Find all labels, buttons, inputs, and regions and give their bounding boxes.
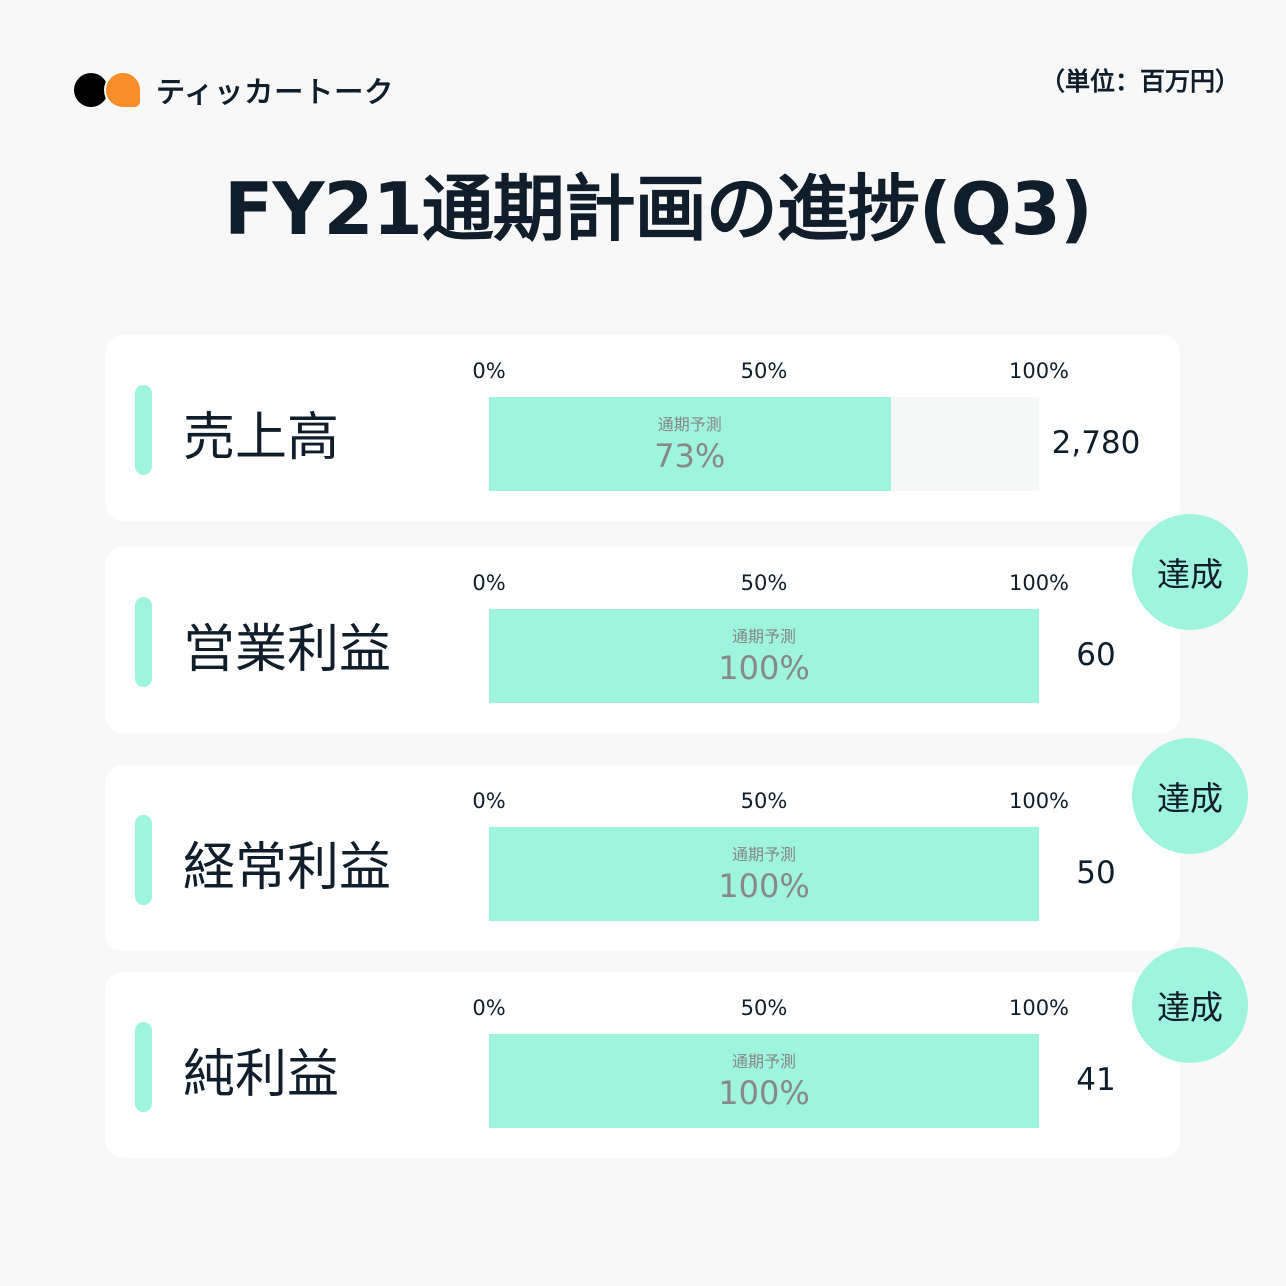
achieved-badge: 達成: [1132, 514, 1248, 630]
progress-track: 通期予測 100%: [489, 609, 1039, 703]
tick-label: 0%: [472, 571, 506, 595]
page-title: FY21通期計画の進捗(Q3): [224, 167, 1093, 251]
logo-speech-bubble-icon: [104, 71, 142, 109]
tick-label: 0%: [472, 789, 506, 813]
progress-bar: 通期予測 100%: [489, 827, 1039, 921]
tick-label: 100%: [1008, 789, 1070, 813]
progress-track: 通期予測 100%: [489, 1034, 1039, 1128]
accent-bar: [135, 385, 152, 475]
metric-card: 経常利益 0% 50% 100% 通期予測 100% 50: [105, 765, 1180, 951]
tick-label: 100%: [1008, 359, 1070, 383]
progress-label: 100%: [718, 649, 810, 687]
progress-label: 100%: [718, 867, 810, 905]
progress-bar: 通期予測 100%: [489, 1034, 1039, 1128]
achieved-badge: 達成: [1132, 738, 1248, 854]
bar-caption: 通期予測: [731, 627, 796, 646]
metric-value: 50: [1076, 855, 1116, 891]
progress-track: 通期予測 73%: [489, 397, 1039, 491]
metric-value: 2,780: [1051, 425, 1141, 461]
bar-caption: 通期予測: [731, 845, 796, 864]
achieved-badge: 達成: [1132, 947, 1248, 1063]
metric-label: 売上高: [183, 408, 340, 468]
logo-circle-icon: [74, 73, 108, 107]
brand-name: ティッカートーク: [156, 75, 395, 109]
tick-label: 50%: [740, 359, 788, 383]
accent-bar: [135, 815, 152, 905]
progress-track: 通期予測 100%: [489, 827, 1039, 921]
accent-bar: [135, 597, 152, 687]
tick-label: 50%: [740, 571, 788, 595]
metric-label: 経常利益: [183, 838, 392, 898]
tick-label: 0%: [472, 359, 506, 383]
tick-label: 100%: [1008, 996, 1070, 1020]
progress-label: 100%: [718, 1074, 810, 1112]
progress-bar: 通期予測 100%: [489, 609, 1039, 703]
metric-value: 60: [1076, 637, 1116, 673]
metric-label: 純利益: [183, 1045, 340, 1105]
bar-caption: 通期予測: [731, 1052, 796, 1071]
brand-logo: ティッカートーク: [74, 70, 394, 110]
progress-bar: 通期予測 73%: [489, 397, 891, 491]
accent-bar: [135, 1022, 152, 1112]
tick-label: 50%: [740, 789, 788, 813]
metric-label: 営業利益: [183, 620, 392, 680]
metric-card: 営業利益 0% 50% 100% 通期予測 100% 60: [105, 547, 1180, 733]
progress-label: 73%: [654, 437, 726, 475]
metric-card: 売上高 0% 50% 100% 通期予測 73% 2,780: [105, 335, 1180, 521]
metric-card: 純利益 0% 50% 100% 通期予測 100% 41: [105, 972, 1180, 1158]
tick-label: 50%: [740, 996, 788, 1020]
unit-label: （単位：百万円）: [1039, 67, 1240, 96]
metric-value: 41: [1076, 1062, 1116, 1098]
tick-label: 0%: [472, 996, 506, 1020]
tick-label: 100%: [1008, 571, 1070, 595]
bar-caption: 通期予測: [657, 415, 722, 434]
